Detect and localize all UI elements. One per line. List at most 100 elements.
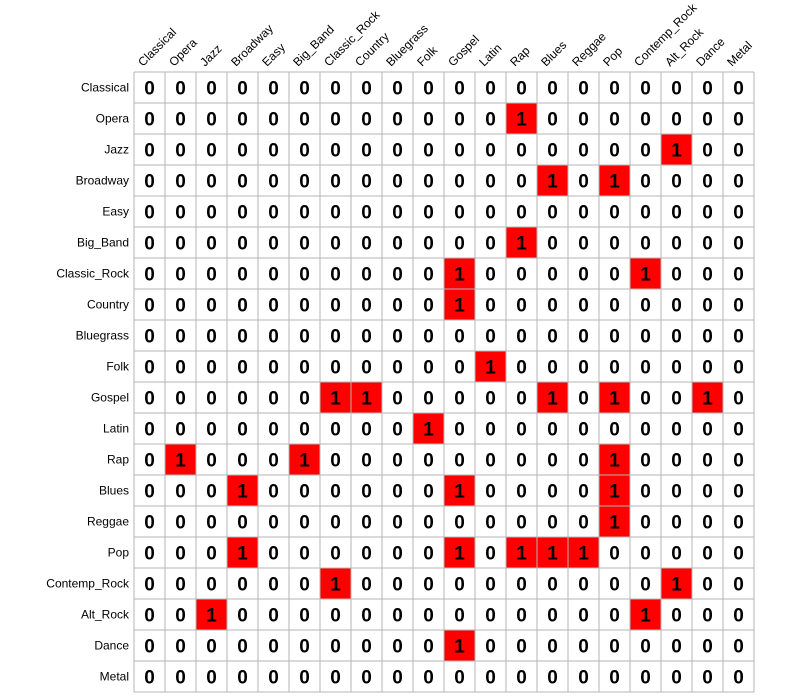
cell-classic_rock-bluegrass [382,258,413,289]
cell-value: 0 [361,358,372,379]
cell-pop-metal [723,537,754,568]
cell-value: 0 [237,575,248,596]
cell-value: 0 [733,265,744,286]
cell-value: 0 [454,327,465,348]
cell-value: 0 [144,482,155,503]
cell-value: 0 [640,234,651,255]
cell-value: 0 [299,296,310,317]
cell-alt_rock-gospel [444,599,475,630]
cell-value: 0 [237,265,248,286]
cell-value: 0 [454,79,465,100]
cell-folk-contemp_rock [630,351,661,382]
cell-value: 0 [733,389,744,410]
cell-value: 0 [516,172,527,193]
cell-value: 0 [299,172,310,193]
cell-dance-country [351,630,382,661]
cell-value: 0 [578,265,589,286]
cell-easy-opera [165,196,196,227]
cell-value: 0 [485,296,496,317]
cell-country-classical [134,289,165,320]
cell-jazz-pop [599,134,630,165]
cell-folk-alt_rock [661,351,692,382]
cell-value: 0 [609,141,620,162]
cell-value: 0 [671,358,682,379]
cell-value: 0 [516,296,527,317]
cell-pop-easy [258,537,289,568]
cell-latin-country [351,413,382,444]
cell-country-easy [258,289,289,320]
cell-broadway-country [351,165,382,196]
cell-alt_rock-country [351,599,382,630]
cell-opera-metal [723,103,754,134]
cell-value: 0 [485,637,496,658]
cell-blues-opera [165,475,196,506]
row-label-country: Country [87,298,129,312]
cell-value: 0 [640,389,651,410]
cell-classical-big_band [289,72,320,103]
cell-broadway-easy [258,165,289,196]
cell-value: 0 [485,141,496,162]
cell-classical-latin [475,72,506,103]
cell-easy-pop [599,196,630,227]
cell-latin-metal [723,413,754,444]
cell-big_band-opera [165,227,196,258]
cell-opera-latin [475,103,506,134]
column-label-jazz: Jazz [197,42,224,69]
cell-reggae-latin [475,506,506,537]
cell-value: 0 [144,513,155,534]
cell-value: 0 [330,513,341,534]
cell-pop-opera [165,537,196,568]
cell-value: 0 [485,668,496,689]
cell-value: 0 [547,606,558,627]
cell-jazz-opera [165,134,196,165]
cell-blues-classic_rock [320,475,351,506]
cell-country-rap [506,289,537,320]
cell-rap-contemp_rock [630,444,661,475]
cell-value: 0 [299,513,310,534]
cell-blues-bluegrass [382,475,413,506]
cell-metal-dance [692,661,723,692]
cell-value: 0 [547,513,558,534]
cell-value: 0 [299,203,310,224]
cell-folk-easy [258,351,289,382]
cell-country-latin [475,289,506,320]
cell-classical-opera [165,72,196,103]
cell-value: 0 [609,358,620,379]
cell-latin-blues [537,413,568,444]
cell-pop-reggae [568,537,599,568]
cell-rap-reggae [568,444,599,475]
cell-value: 0 [361,513,372,534]
cell-value: 0 [423,172,434,193]
cell-pop-contemp_rock [630,537,661,568]
cell-value: 0 [392,606,403,627]
cell-value: 0 [547,358,558,379]
cell-value: 0 [392,110,403,131]
cell-value: 0 [175,606,186,627]
cell-pop-blues [537,537,568,568]
cell-value: 0 [330,327,341,348]
cell-value: 0 [330,544,341,565]
cell-bluegrass-easy [258,320,289,351]
cell-metal-classic_rock [320,661,351,692]
cell-blues-reggae [568,475,599,506]
cell-value: 0 [299,327,310,348]
cell-value: 0 [299,234,310,255]
cell-reggae-country [351,506,382,537]
cell-broadway-dance [692,165,723,196]
cell-metal-contemp_rock [630,661,661,692]
cell-reggae-alt_rock [661,506,692,537]
cell-dance-big_band [289,630,320,661]
cell-value: 1 [702,389,713,410]
cell-metal-opera [165,661,196,692]
cell-value: 0 [392,544,403,565]
cell-contemp_rock-metal [723,568,754,599]
cell-value: 0 [175,513,186,534]
cell-value: 0 [392,575,403,596]
cell-value: 0 [454,606,465,627]
cell-value: 0 [299,637,310,658]
cell-latin-broadway [227,413,258,444]
cell-value: 0 [144,668,155,689]
cell-blues-contemp_rock [630,475,661,506]
cell-value: 0 [144,451,155,472]
cell-jazz-classical [134,134,165,165]
